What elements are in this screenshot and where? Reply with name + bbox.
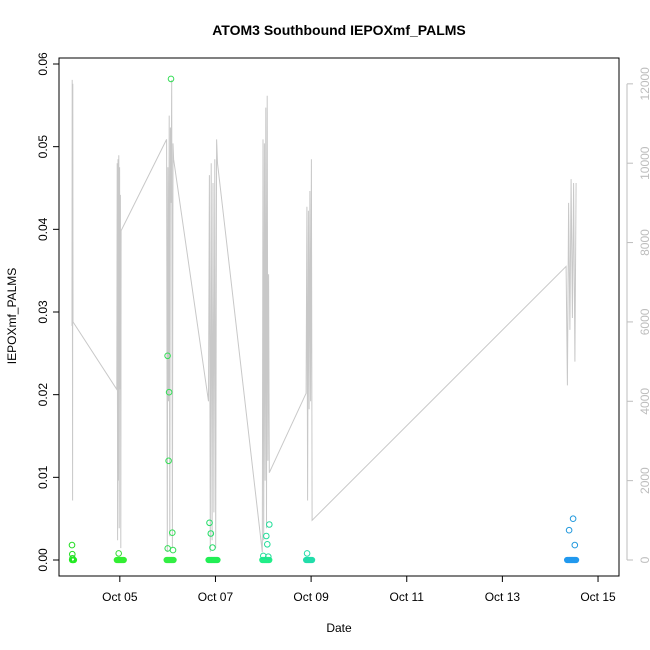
x-tick-label: Oct 13 bbox=[485, 590, 521, 604]
data-point bbox=[265, 553, 272, 561]
data-point bbox=[165, 388, 173, 396]
data-point bbox=[206, 519, 213, 527]
y2-tick-label: 12000 bbox=[638, 67, 650, 101]
secondary-line bbox=[71, 79, 577, 553]
x-tick-label: Oct 09 bbox=[293, 590, 329, 604]
data-point bbox=[565, 526, 573, 534]
data-point bbox=[571, 541, 579, 549]
data-point bbox=[69, 555, 76, 562]
secondary-line-series bbox=[71, 79, 577, 553]
y2-tick-label: 2000 bbox=[638, 467, 650, 494]
data-point bbox=[69, 550, 76, 558]
data-point bbox=[264, 541, 271, 548]
data-point bbox=[169, 529, 176, 537]
y-axis-left: 0.00 0.01 0.02 0.03 0.04 0.05 0.06 bbox=[36, 52, 59, 572]
data-point-baseline bbox=[266, 556, 273, 564]
point-series bbox=[68, 75, 580, 564]
chart-title: ATOM3 Southbound IEPOXmf_PALMS bbox=[212, 22, 466, 38]
y-tick-label: 0.00 bbox=[36, 548, 50, 572]
x-tick-label: Oct 05 bbox=[102, 590, 138, 604]
data-point bbox=[266, 521, 273, 528]
data-point-baseline bbox=[70, 556, 78, 564]
data-point bbox=[164, 352, 171, 360]
x-axis: Oct 05 Oct 07 Oct 09 Oct 11 Oct 13 Oct 15 bbox=[102, 576, 616, 604]
y-tick-label: 0.06 bbox=[36, 52, 50, 76]
y2-tick-label: 4000 bbox=[638, 388, 650, 415]
data-point-baseline bbox=[309, 556, 316, 564]
data-point-baseline bbox=[170, 556, 177, 564]
y2-tick-label: 6000 bbox=[638, 308, 650, 335]
x-tick-label: Oct 07 bbox=[198, 590, 234, 604]
data-point bbox=[167, 75, 175, 83]
y-tick-label: 0.02 bbox=[36, 383, 50, 407]
data-point bbox=[115, 550, 122, 557]
y-tick-label: 0.05 bbox=[36, 135, 50, 159]
x-axis-label: Date bbox=[326, 621, 352, 635]
data-point bbox=[207, 530, 215, 537]
y-tick-label: 0.03 bbox=[36, 300, 50, 324]
data-point bbox=[303, 550, 311, 557]
y2-tick-label: 10000 bbox=[638, 146, 650, 180]
data-point bbox=[169, 546, 177, 554]
y2-tick-label: 8000 bbox=[638, 229, 650, 256]
y-tick-label: 0.04 bbox=[36, 217, 50, 241]
x-tick-label: Oct 15 bbox=[580, 590, 616, 604]
plot-frame bbox=[58, 57, 620, 577]
data-point bbox=[165, 457, 172, 465]
y-axis-label: IEPOXmf_PALMS bbox=[5, 268, 19, 364]
x-tick-label: Oct 11 bbox=[390, 590, 425, 604]
y-axis-right: 0 2000 4000 6000 8000 10000 12000 bbox=[626, 67, 650, 563]
y-tick-label: 0.01 bbox=[36, 465, 50, 489]
data-point bbox=[260, 552, 267, 560]
data-point bbox=[263, 532, 270, 540]
data-point-baseline bbox=[214, 556, 221, 564]
y2-tick-label: 0 bbox=[638, 556, 650, 563]
data-point bbox=[569, 515, 577, 523]
data-point-baseline bbox=[573, 556, 580, 564]
data-point-baseline bbox=[120, 556, 127, 564]
data-point bbox=[68, 541, 76, 549]
data-point bbox=[209, 544, 216, 551]
